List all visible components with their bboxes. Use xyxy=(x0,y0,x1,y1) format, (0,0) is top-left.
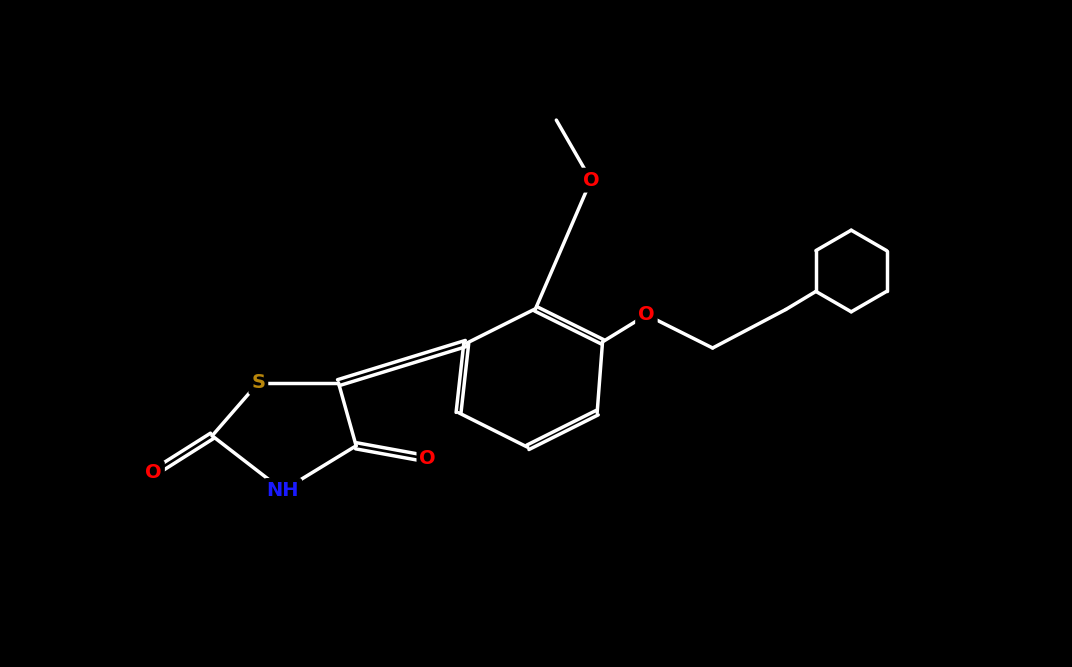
Text: O: O xyxy=(146,464,162,482)
Text: O: O xyxy=(419,450,436,468)
Text: O: O xyxy=(583,171,599,189)
Text: NH: NH xyxy=(267,481,299,500)
Text: S: S xyxy=(251,373,266,392)
Text: O: O xyxy=(638,305,655,324)
